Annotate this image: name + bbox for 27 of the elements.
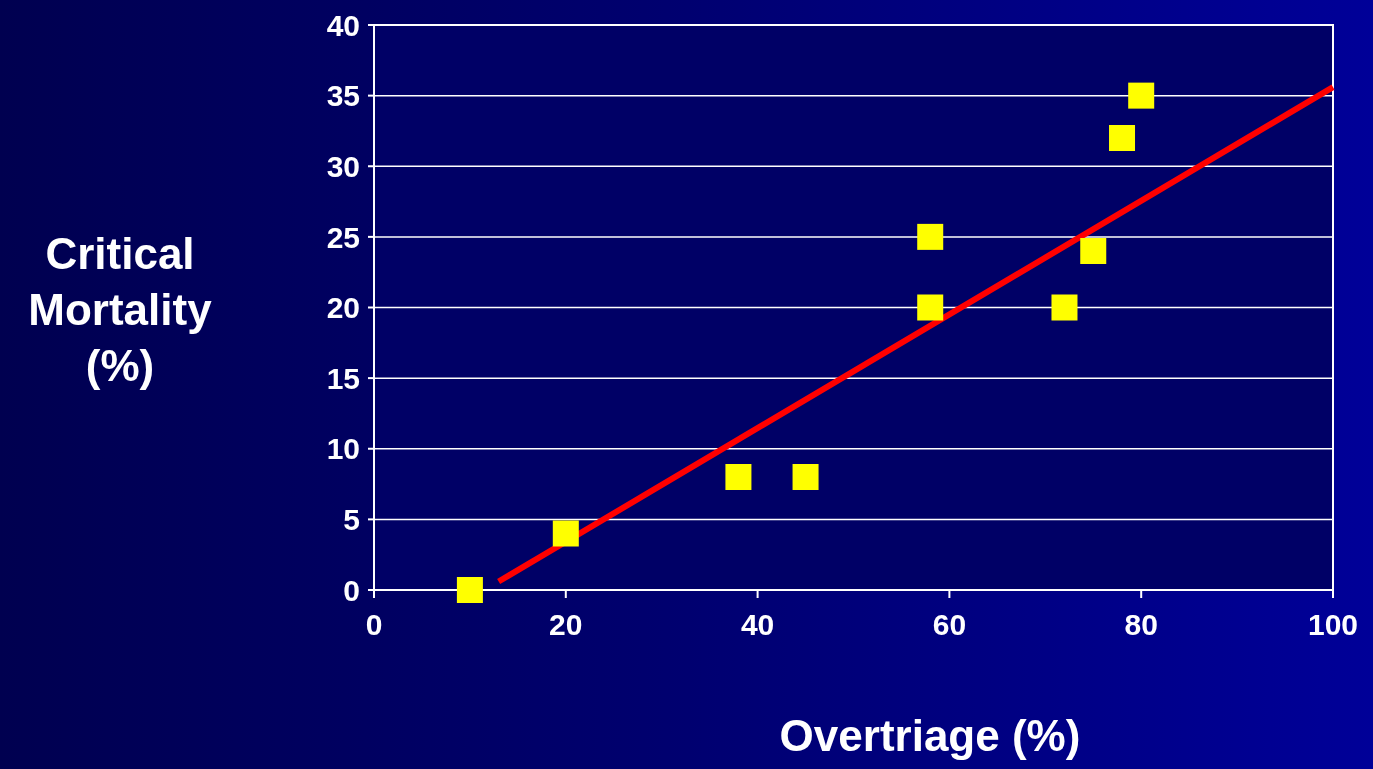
x-tick-label: 0 bbox=[365, 608, 383, 642]
y-tick-label: 10 bbox=[326, 432, 360, 466]
x-tick-label: 40 bbox=[740, 608, 775, 642]
point bbox=[456, 577, 483, 603]
y-tick-label: 25 bbox=[326, 220, 360, 254]
x-tick-label: 80 bbox=[1124, 608, 1158, 642]
y-axis-title: Critical Mortality (%) bbox=[27, 228, 213, 392]
y-tick-label: 40 bbox=[326, 8, 360, 42]
y-tick-label: 30 bbox=[326, 149, 360, 183]
point bbox=[552, 520, 579, 547]
x-tick-label: 20 bbox=[549, 608, 583, 642]
point bbox=[1128, 82, 1155, 109]
y-tick-label: 0 bbox=[343, 573, 360, 607]
point bbox=[1109, 125, 1136, 151]
x-axis-title: Overtriage (%) bbox=[778, 710, 1082, 762]
point bbox=[1051, 294, 1078, 321]
y-tick-label: 15 bbox=[326, 361, 360, 395]
point bbox=[917, 294, 944, 321]
x-tick-label: 60 bbox=[932, 608, 967, 642]
point bbox=[792, 464, 819, 490]
point bbox=[917, 223, 944, 250]
y-tick-label: 20 bbox=[326, 291, 360, 325]
y-tick-label: 5 bbox=[343, 503, 360, 537]
point bbox=[1080, 238, 1107, 264]
point bbox=[725, 464, 752, 490]
y-tick-label: 35 bbox=[326, 79, 360, 113]
x-tick-label: 100 bbox=[1307, 608, 1359, 642]
